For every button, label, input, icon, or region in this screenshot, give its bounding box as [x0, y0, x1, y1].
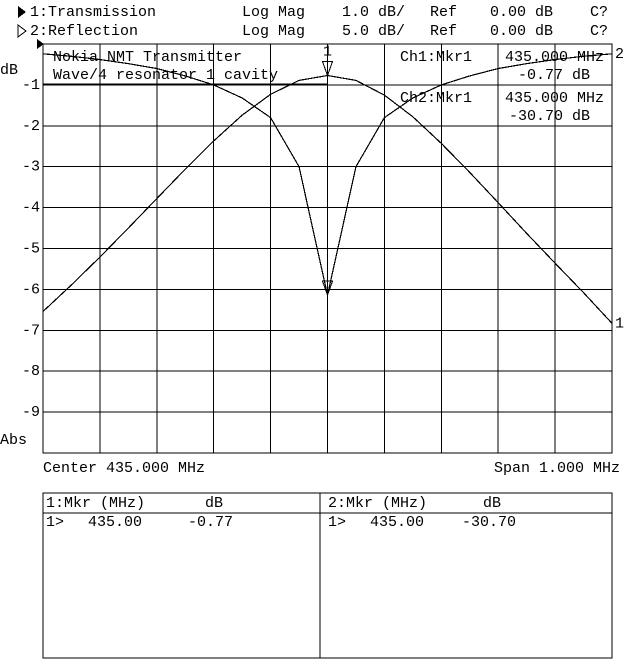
table-cell: 1>	[46, 514, 64, 531]
trace-end-label: 2	[615, 46, 624, 63]
readout-value: -30.70 dB	[509, 108, 590, 125]
marker	[321, 280, 334, 297]
y-tick-label: -5	[22, 240, 40, 257]
table-frame	[42, 492, 613, 659]
table-header: dB	[205, 495, 223, 512]
readout-freq: 435.000 MHz	[505, 90, 604, 107]
y-tick-label: -6	[22, 281, 40, 298]
table-cell: -30.70	[462, 514, 516, 531]
span-label: Span 1.000 MHz	[494, 460, 620, 477]
readout-label: Ch1:Mkr1	[400, 49, 472, 66]
table-header: 2:Mkr (MHz)	[328, 495, 427, 512]
scale: 5.0 dB/	[342, 23, 405, 40]
format: Log Mag	[242, 23, 305, 40]
trace-name: 2:Reflection	[30, 23, 138, 40]
table-header: dB	[483, 495, 501, 512]
table-header: 1:Mkr (MHz)	[46, 495, 145, 512]
readout-value: -0.77 dB	[518, 67, 590, 84]
ref: Ref	[430, 4, 457, 21]
table-cell: 435.00	[88, 514, 142, 531]
format: Log Mag	[242, 4, 305, 21]
note: Wave/4 resonator 1 cavity	[53, 67, 278, 84]
scale: 1.0 dB/	[342, 4, 405, 21]
y-tick-label: -7	[22, 322, 40, 339]
flag: C?	[590, 23, 608, 40]
table-cell: -0.77	[188, 514, 233, 531]
ref-value: 0.00 dB	[490, 4, 553, 21]
trace-end-label: 1	[615, 315, 624, 332]
y-mode: Abs	[0, 432, 27, 449]
ref-pointer	[37, 39, 44, 49]
y-tick-label: -3	[22, 159, 40, 176]
center-label: Center 435.000 MHz	[43, 460, 205, 477]
readout-freq: 435.000 MHz	[505, 49, 604, 66]
y-tick-label: -2	[22, 118, 40, 135]
trace-name: 1:Transmission	[30, 4, 156, 21]
readout-label: Ch2:Mkr1	[400, 90, 472, 107]
y-tick-label: -4	[22, 200, 40, 217]
flag: C?	[590, 4, 608, 21]
y-unit: dB	[0, 62, 18, 79]
y-tick-label: -1	[22, 77, 40, 94]
y-tick-label: -9	[22, 404, 40, 421]
marker-label: 1	[323, 43, 332, 60]
y-tick-label: -8	[22, 363, 40, 380]
table-cell: 435.00	[370, 514, 424, 531]
ref: Ref	[430, 23, 457, 40]
active-trace-glyph	[18, 6, 26, 18]
trace-glyph	[17, 24, 27, 38]
table-cell: 1>	[328, 514, 346, 531]
ref-value: 0.00 dB	[490, 23, 553, 40]
marker	[321, 60, 334, 77]
